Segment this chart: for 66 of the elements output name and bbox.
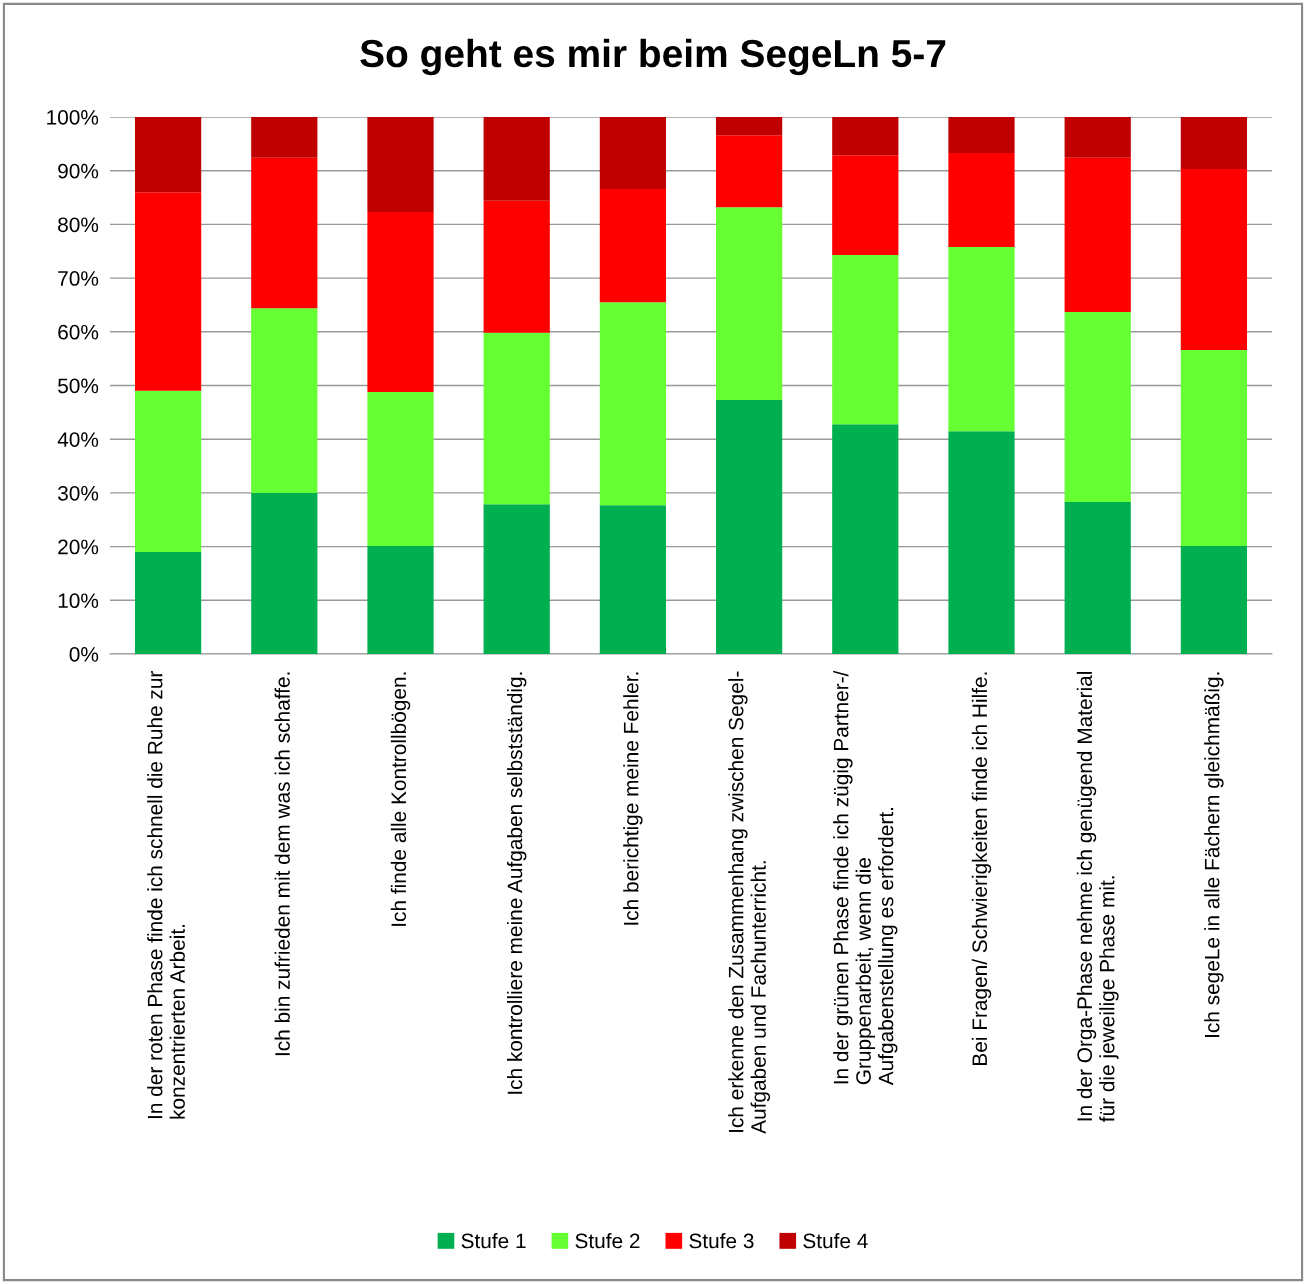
- bar: [948, 246, 1015, 432]
- x-tick-label: Ich erkenne den Zusammenhang zwischen Segel- Aufgaben und Fachunterricht.: [728, 671, 771, 1134]
- bar: [367, 546, 434, 654]
- bar: [251, 308, 318, 493]
- bar: [134, 117, 202, 193]
- bar: [599, 117, 667, 189]
- bar: [1064, 502, 1131, 654]
- bar: [1180, 117, 1248, 170]
- legend-label: Stufe 4: [803, 1233, 868, 1249]
- legend-label: Stufe 1: [461, 1233, 526, 1249]
- x-tick-label: Ich segeLe in alle Fächern gleichmäßig.: [1204, 672, 1224, 1037]
- bar: [251, 492, 318, 654]
- bar: [483, 200, 550, 333]
- bar: [832, 117, 899, 156]
- bar: [367, 117, 434, 213]
- x-tick-label: In der roten Phase finde ich schnell die Ruhe zur konzentrierten Arbeit.: [147, 670, 185, 1119]
- y-tick-label: 30%: [57, 485, 99, 501]
- bar: [251, 117, 318, 158]
- y-tick-label: 40%: [57, 432, 99, 447]
- y-tick-label: 90%: [58, 163, 99, 179]
- bar: [134, 551, 202, 654]
- y-tick-label: 10%: [58, 593, 99, 609]
- bar: [715, 400, 783, 654]
- bar: [832, 155, 899, 256]
- bar: [483, 117, 550, 201]
- bar: [948, 117, 1015, 153]
- x-tick-label: Ich bin zufrieden mit dem was ich schaffe.: [274, 672, 290, 1056]
- bar: [1064, 311, 1131, 503]
- bar: [599, 302, 667, 506]
- bar: [599, 505, 667, 654]
- bar: [483, 504, 550, 654]
- bar: [367, 212, 434, 392]
- bar: [251, 157, 318, 309]
- bar: [715, 135, 783, 208]
- legend-label: Stufe 2: [575, 1233, 640, 1249]
- bar: [134, 390, 202, 552]
- legend-label: Stufe 3: [689, 1233, 754, 1249]
- y-tick-label: 50%: [58, 378, 99, 394]
- bar: [715, 117, 783, 136]
- x-tick-label: Ich berichtige meine Fehler.: [623, 672, 643, 925]
- x-tick-label: In der Orga-Phase nehme ich genügend Material für die jeweilige Phase mit.: [1076, 672, 1119, 1122]
- bar: [483, 332, 550, 505]
- y-tick-label: 70%: [58, 271, 99, 286]
- bar: [832, 424, 899, 654]
- y-tick-label: 0%: [69, 647, 99, 662]
- bar: [367, 391, 434, 547]
- y-tick-label: 20%: [58, 539, 99, 555]
- bar: [715, 207, 783, 400]
- bar: [1180, 546, 1248, 654]
- chart-title: So geht es mir beim SegeLn 5-7: [360, 38, 946, 76]
- bar: [1064, 117, 1131, 158]
- bar: [134, 192, 202, 391]
- bar: [1180, 169, 1248, 351]
- y-tick-label: 60%: [58, 324, 99, 340]
- bar: [948, 431, 1015, 654]
- bar: [1064, 157, 1131, 312]
- x-tick-label: Bei Fragen/ Schwierigkeiten finde ich Hilfe.: [971, 672, 992, 1065]
- bar: [1180, 350, 1248, 547]
- bar: [832, 255, 899, 425]
- x-tick-label: Ich finde alle Kontrollbögen.: [390, 672, 411, 926]
- bar: [599, 188, 667, 303]
- x-tick-label: Ich kontrolliere meine Aufgaben selbstständig.: [506, 672, 527, 1094]
- y-tick-label: 80%: [58, 217, 99, 233]
- x-tick-label: In der grünen Phase finde ich zügig Partner-/ Gruppenarbeit, wenn die Aufgabenstellung es erfordert.: [833, 670, 898, 1086]
- y-tick-label: 100%: [47, 110, 99, 125]
- bar: [948, 152, 1015, 247]
